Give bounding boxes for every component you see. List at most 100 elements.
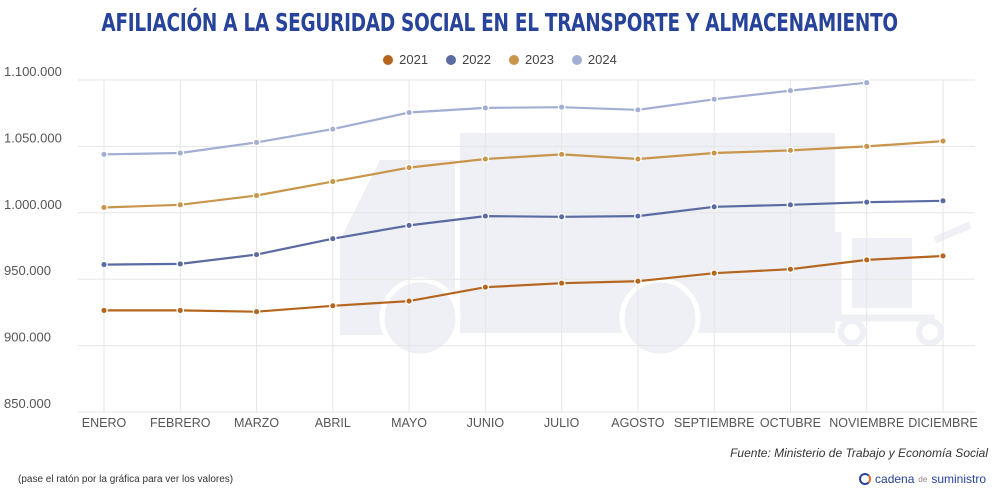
- data-point[interactable]: [176, 306, 185, 315]
- data-point[interactable]: [634, 106, 642, 114]
- x-tick-label: SEPTIEMBRE: [674, 416, 755, 430]
- y-tick-label: 1.050.000: [4, 130, 62, 145]
- y-tick-label: 900.000: [4, 330, 51, 345]
- data-point[interactable]: [100, 260, 108, 269]
- hover-hint: (pase el ratón por la gráfica para ver l…: [18, 474, 234, 485]
- series-line-2023: [103, 140, 944, 209]
- data-point[interactable]: [862, 78, 871, 87]
- data-point[interactable]: [786, 200, 795, 209]
- series-2023: [100, 137, 947, 212]
- data-point[interactable]: [939, 252, 947, 260]
- data-point[interactable]: [786, 265, 795, 274]
- data-point[interactable]: [252, 138, 261, 147]
- data-point[interactable]: [557, 212, 566, 221]
- series-line-2022: [103, 199, 944, 266]
- x-tick-label: ENERO: [82, 416, 127, 430]
- legend-label: 2021: [399, 52, 429, 67]
- series-2021: [100, 252, 947, 316]
- series-line-2021: [104, 254, 944, 313]
- data-point[interactable]: [634, 155, 642, 163]
- data-point[interactable]: [176, 200, 185, 209]
- data-point[interactable]: [786, 146, 795, 155]
- brand-text-end: suministro: [931, 472, 986, 486]
- x-tick-label: NOVIEMBRE: [829, 416, 904, 430]
- data-point[interactable]: [481, 104, 490, 112]
- legend-item-2023[interactable]: 2023: [509, 52, 554, 67]
- data-point[interactable]: [710, 149, 719, 157]
- chart-title: AFILIACIÓN A LA SEGURIDAD SOCIAL EN EL T…: [101, 8, 899, 37]
- data-point[interactable]: [405, 297, 413, 305]
- data-point[interactable]: [328, 234, 337, 243]
- data-point[interactable]: [710, 202, 719, 211]
- data-point[interactable]: [100, 203, 108, 212]
- source-note: Fuente: Ministerio de Trabajo y Economía…: [730, 446, 988, 460]
- y-tick-label: 850.000: [4, 396, 51, 411]
- x-tick-label: ABRIL: [315, 416, 351, 430]
- y-axis: 850.000 900.000 950.000 1.000.000 1.050.000 1…: [4, 64, 62, 411]
- series-2022: [100, 196, 947, 269]
- data-point[interactable]: [786, 86, 795, 95]
- data-point[interactable]: [328, 177, 337, 186]
- legend-marker: [509, 54, 519, 65]
- data-point[interactable]: [557, 279, 566, 288]
- legend-marker: [383, 54, 394, 65]
- brand-logo: cadena de suministro: [859, 472, 986, 486]
- data-point[interactable]: [634, 277, 642, 286]
- data-point[interactable]: [939, 137, 947, 145]
- y-tick-label: 1.000.000: [4, 197, 62, 212]
- data-point[interactable]: [634, 212, 642, 220]
- data-point[interactable]: [557, 150, 566, 159]
- chart-series: [100, 78, 947, 316]
- x-tick-label: AGOSTO: [611, 416, 665, 430]
- x-tick-label: FEBRERO: [150, 416, 211, 430]
- data-point[interactable]: [939, 196, 947, 205]
- x-tick-label: JULIO: [544, 416, 580, 430]
- legend-item-2024[interactable]: 2024: [571, 52, 617, 67]
- data-point[interactable]: [252, 307, 261, 316]
- brand-text-main: cadena: [875, 472, 915, 486]
- data-point[interactable]: [176, 149, 185, 157]
- x-tick-label: MARZO: [234, 416, 279, 430]
- watermark-cart-wheel-2: [916, 318, 944, 346]
- legend-label: 2024: [587, 52, 617, 67]
- data-point[interactable]: [405, 221, 413, 230]
- data-point[interactable]: [100, 306, 108, 315]
- data-point[interactable]: [252, 250, 261, 259]
- data-point[interactable]: [481, 283, 490, 292]
- y-tick-label: 1.100.000: [4, 64, 62, 79]
- chart-legend: 2021 2022 2023 2024: [0, 52, 1000, 67]
- truck-watermark: [340, 133, 972, 359]
- data-point[interactable]: [100, 150, 108, 159]
- data-point[interactable]: [252, 191, 261, 200]
- data-point[interactable]: [557, 103, 566, 112]
- legend-marker: [446, 54, 457, 65]
- legend-label: 2023: [525, 52, 554, 67]
- data-point[interactable]: [481, 212, 490, 220]
- legend-item-2021[interactable]: 2021: [383, 52, 428, 67]
- watermark-wheel-rear: [619, 277, 701, 359]
- legend-marker: [571, 54, 582, 65]
- data-point[interactable]: [862, 142, 871, 151]
- data-point[interactable]: [862, 198, 871, 207]
- brand-text-small: de: [918, 474, 928, 484]
- data-point[interactable]: [176, 260, 185, 268]
- watermark-cart-frame: [834, 221, 972, 322]
- series-2024: [100, 78, 871, 159]
- legend-item-2022[interactable]: 2022: [446, 52, 491, 67]
- data-point[interactable]: [481, 155, 490, 163]
- x-tick-label: JUNIO: [467, 416, 505, 430]
- data-point[interactable]: [405, 108, 413, 117]
- x-tick-label: MAYO: [391, 416, 427, 430]
- brand-logo-icon: [859, 473, 872, 485]
- data-point[interactable]: [710, 269, 719, 278]
- watermark-wheel-front: [379, 277, 461, 359]
- data-point[interactable]: [710, 95, 719, 104]
- y-tick-label: 950.000: [4, 263, 51, 278]
- data-point[interactable]: [862, 256, 871, 264]
- data-point[interactable]: [328, 125, 337, 133]
- x-tick-label: DICIEMBRE: [908, 416, 977, 430]
- data-point[interactable]: [405, 163, 413, 172]
- legend-label: 2022: [462, 52, 491, 67]
- data-point[interactable]: [328, 301, 337, 310]
